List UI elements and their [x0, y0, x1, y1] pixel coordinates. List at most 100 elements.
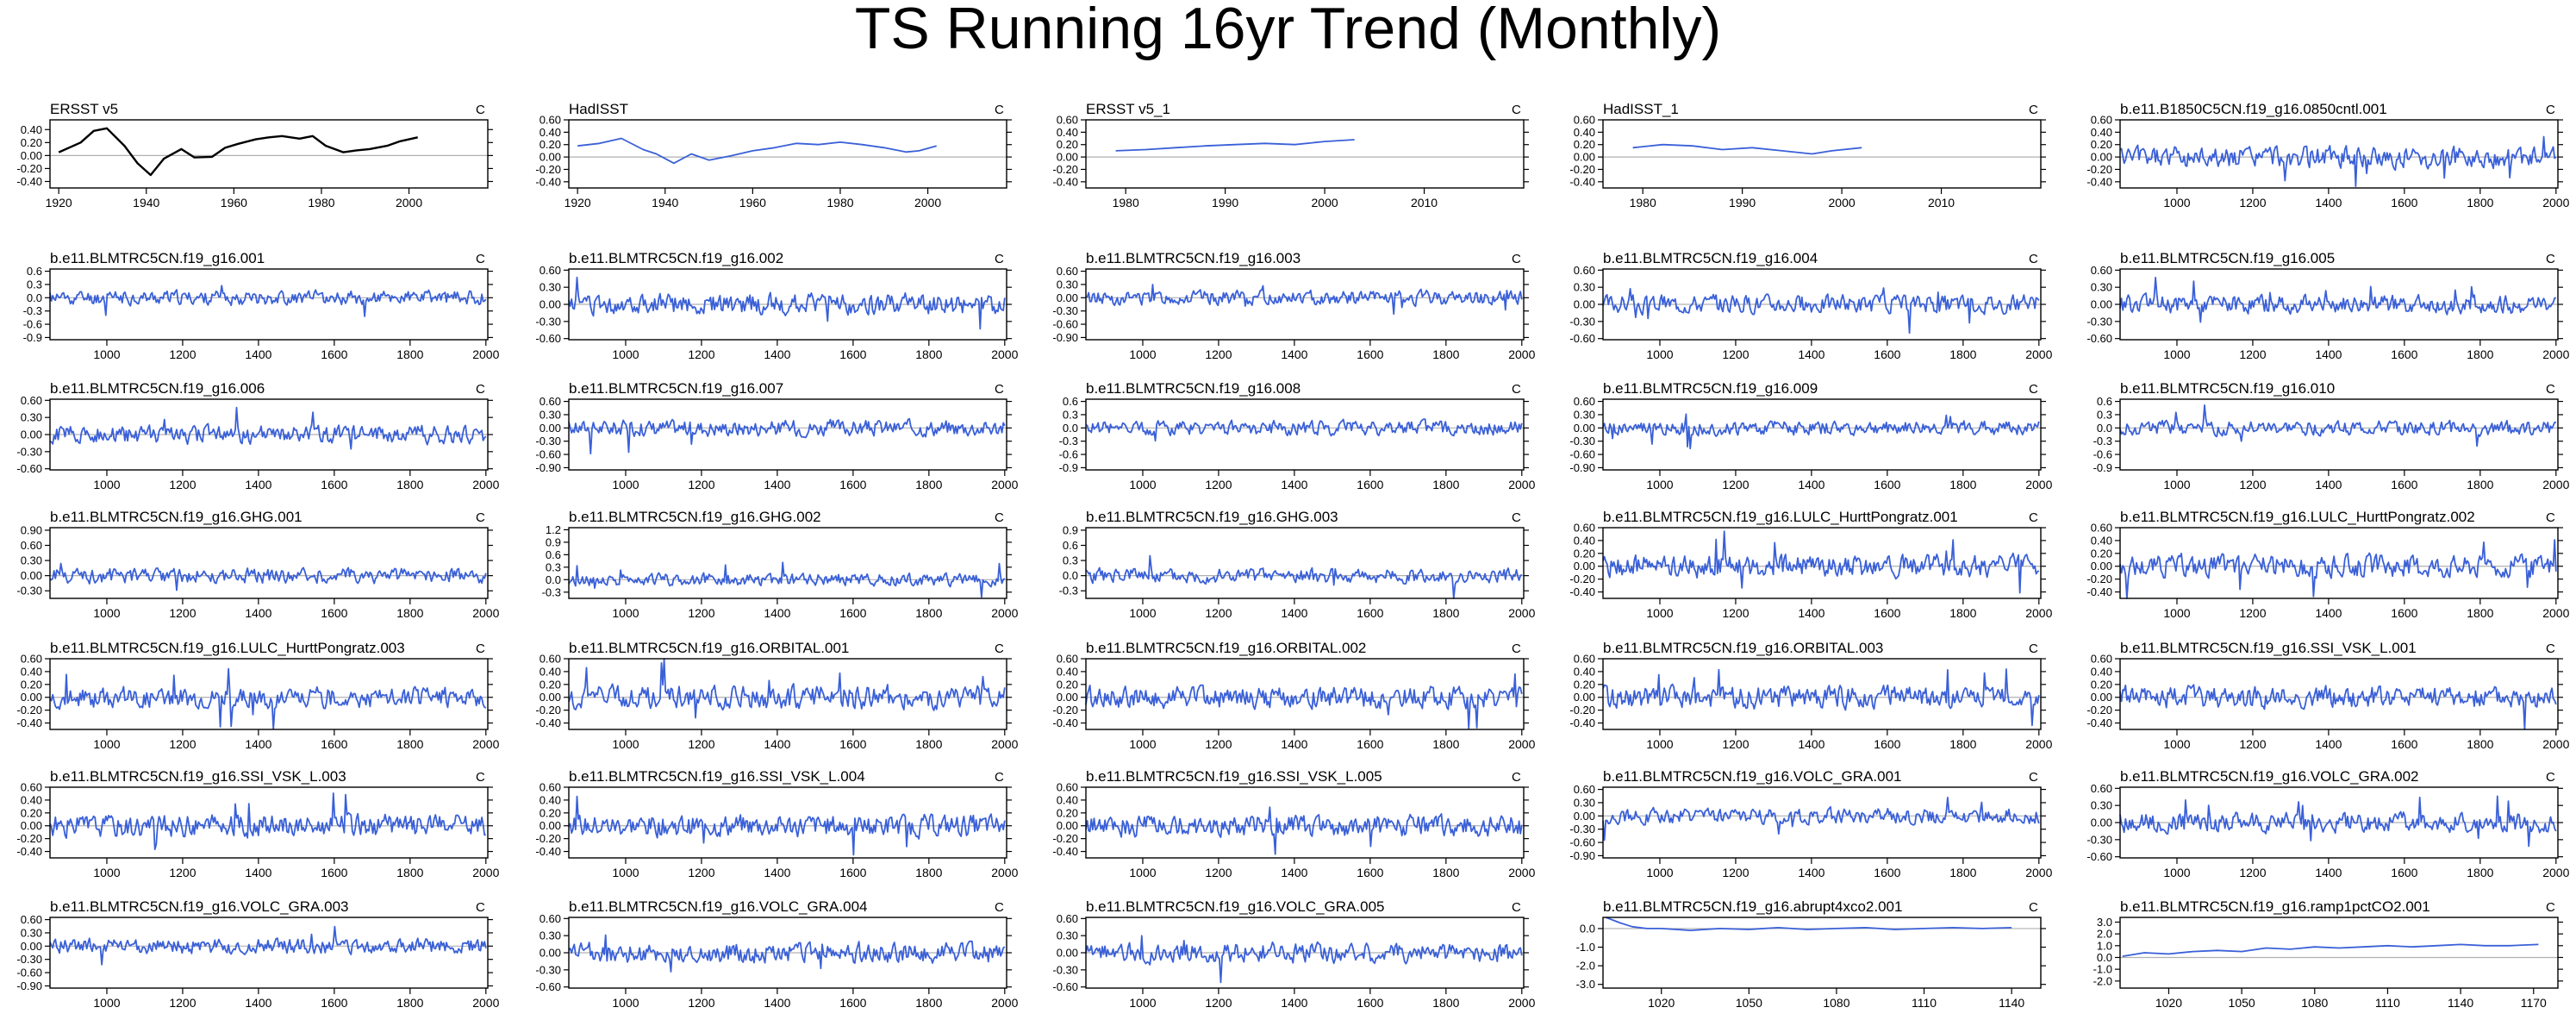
y-tick-label: 0.20 — [1057, 806, 1078, 819]
y-tick-label: 0.20 — [21, 678, 42, 691]
y-tick-label: -0.20 — [16, 162, 42, 175]
x-tick-label: 1400 — [1798, 606, 1824, 620]
y-tick-label: 0.40 — [540, 793, 561, 806]
x-tick-label: 1800 — [1432, 347, 1459, 361]
x-tick-label: 1800 — [2467, 737, 2493, 751]
x-tick-label: 1170 — [2521, 996, 2547, 1010]
series-line — [568, 561, 1006, 598]
y-tick-label: -0.60 — [535, 332, 561, 345]
panel-title: b.e11.B1850C5CN.f19_g16.0850cntl.001 — [2120, 101, 2387, 117]
x-tick-label: 1600 — [2391, 737, 2417, 751]
y-tick-label: 0.6 — [27, 265, 42, 278]
y-tick-label: 0.0 — [2097, 951, 2112, 964]
x-tick-label: 1920 — [564, 196, 591, 210]
unit-label: C — [2546, 510, 2555, 525]
series-line — [49, 667, 487, 730]
y-tick-label: -0.30 — [16, 953, 42, 966]
series-line — [1602, 413, 2040, 450]
y-tick-label: 0.3 — [546, 560, 561, 573]
y-tick-label: 0.60 — [2091, 114, 2112, 127]
x-tick-label: 2000 — [2542, 347, 2569, 361]
series-line — [568, 795, 1006, 856]
panel-title: b.e11.BLMTRC5CN.f19_g16.GHG.001 — [50, 509, 303, 525]
plot-frame — [1602, 398, 2042, 471]
x-tick-label: 1990 — [1212, 196, 1238, 210]
x-tick-label: 1000 — [1129, 996, 1156, 1010]
chart-panel: b.e11.BLMTRC5CN.f19_g16.009 C 0.600.300.00… — [1569, 380, 2052, 491]
series-line — [2119, 684, 2557, 730]
panel-title: HadISST — [569, 101, 628, 117]
plot-frame — [2119, 658, 2559, 730]
unit-label: C — [476, 103, 485, 117]
x-tick-label: 1000 — [93, 478, 120, 491]
plot-frame — [1085, 268, 1525, 341]
y-tick-label: -0.40 — [1052, 175, 1078, 188]
y-tick-label: 0.60 — [21, 539, 42, 552]
x-tick-label: 1400 — [245, 347, 271, 361]
x-tick-label: 1400 — [764, 478, 790, 491]
chart-panel: b.e11.BLMTRC5CN.f19_g16.GHG.001 C 0.90 0.60… — [16, 509, 499, 620]
x-tick-label: 1600 — [1357, 996, 1383, 1010]
unit-label: C — [995, 103, 1004, 117]
y-tick-label: -0.60 — [1052, 980, 1078, 993]
x-tick-label: 1800 — [2467, 478, 2493, 491]
x-tick-label: 1600 — [1357, 347, 1383, 361]
x-tick-label: 1400 — [1798, 347, 1824, 361]
y-tick-label: 0.30 — [540, 929, 561, 942]
unit-label: C — [2029, 382, 2038, 397]
x-tick-label: 1600 — [321, 996, 347, 1010]
unit-label: C — [2029, 510, 2038, 525]
x-tick-label: 1400 — [245, 737, 271, 751]
x-tick-label: 1600 — [1357, 866, 1383, 879]
x-tick-label: 1000 — [1646, 347, 1673, 361]
x-tick-label: 1000 — [93, 737, 120, 751]
x-tick-label: 2000 — [472, 606, 499, 620]
x-tick-label: 1200 — [1722, 478, 1749, 491]
x-tick-label: 1980 — [308, 196, 334, 210]
y-tick-label: -0.20 — [535, 163, 561, 176]
x-tick-label: 1000 — [93, 996, 120, 1010]
y-tick-label: 0.3 — [27, 278, 42, 291]
series-line — [1606, 917, 2012, 931]
x-tick-label: 1000 — [1129, 737, 1156, 751]
x-tick-label: 1400 — [764, 347, 790, 361]
plot-frame — [568, 398, 1007, 471]
y-tick-label: -0.9 — [23, 331, 42, 344]
unit-label: C — [2546, 641, 2555, 656]
panel-title: b.e11.BLMTRC5CN.f19_g16.008 — [1086, 380, 1300, 397]
x-tick-label: 1800 — [396, 347, 423, 361]
unit-label: C — [995, 510, 1004, 525]
panel-title: b.e11.BLMTRC5CN.f19_g16.SSI_VSK_L.003 — [50, 768, 346, 785]
panel-title: b.e11.BLMTRC5CN.f19_g16.ORBITAL.001 — [569, 640, 849, 656]
unit-label: C — [2029, 770, 2038, 785]
x-tick-label: 1800 — [915, 478, 942, 491]
y-tick-label: 0.00 — [1574, 560, 1595, 573]
x-tick-label: 1600 — [321, 478, 347, 491]
x-tick-label: 1980 — [1630, 196, 1656, 210]
series-line — [568, 934, 1006, 973]
x-tick-label: 1000 — [2163, 606, 2190, 620]
plot-frame — [1602, 658, 2042, 730]
x-tick-label: 1110 — [1912, 996, 1937, 1010]
x-tick-label: 1000 — [2163, 866, 2190, 879]
y-tick-label: 0.00 — [2091, 298, 2112, 311]
y-tick-label: -0.60 — [16, 967, 42, 979]
x-tick-label: 1800 — [396, 478, 423, 491]
chart-panel: b.e11.BLMTRC5CN.f19_g16.LULC_HurttPongra… — [16, 640, 499, 751]
y-tick-label: -0.40 — [1052, 717, 1078, 729]
y-tick-label: 0.40 — [1574, 126, 1595, 139]
chart-panel: b.e11.BLMTRC5CN.f19_g16.010 C0.60.30.0-0.… — [2093, 380, 2570, 491]
x-tick-label: 1020 — [1648, 996, 1675, 1010]
unit-label: C — [2546, 382, 2555, 397]
y-tick-label: 0.6 — [2097, 395, 2112, 408]
x-tick-label: 1600 — [1357, 606, 1383, 620]
y-tick-label: 0.60 — [21, 653, 42, 666]
y-tick-label: 0.0 — [1580, 922, 1595, 935]
x-tick-label: 2000 — [991, 996, 1018, 1010]
y-tick-label: -0.40 — [2086, 717, 2112, 729]
y-tick-label: 0.40 — [21, 123, 42, 136]
x-tick-label: 1200 — [688, 996, 714, 1010]
y-tick-label: -0.40 — [1569, 175, 1595, 188]
y-tick-label: -0.40 — [1569, 585, 1595, 598]
x-tick-label: 2000 — [2025, 737, 2052, 751]
